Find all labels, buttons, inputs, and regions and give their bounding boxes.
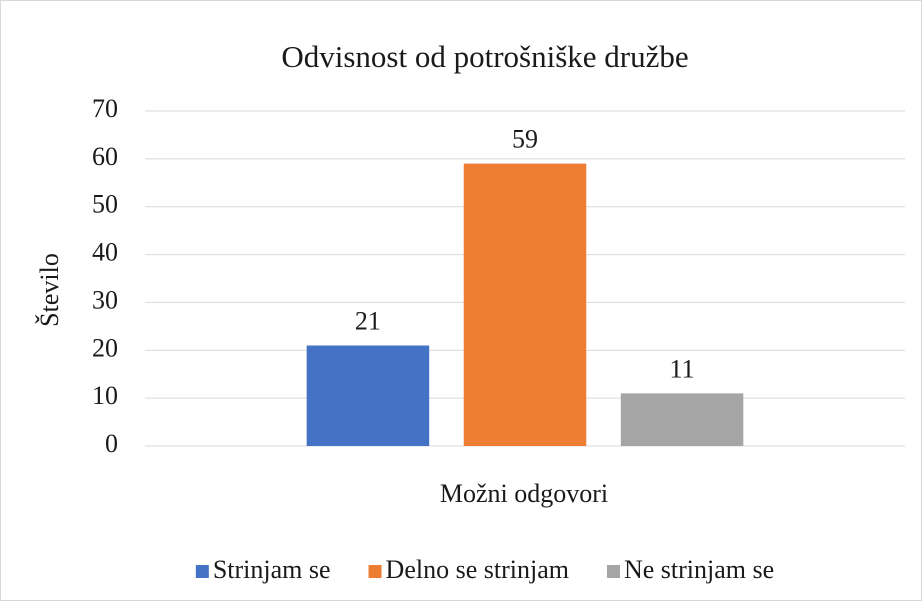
legend-label: Delno se strinjam xyxy=(386,555,569,584)
y-axis-label: Število xyxy=(35,253,64,327)
y-tick-label: 10 xyxy=(92,381,118,410)
y-tick-label: 70 xyxy=(92,94,118,123)
y-tick-label: 50 xyxy=(92,190,118,219)
bar xyxy=(463,163,587,446)
bar xyxy=(306,345,430,446)
bar xyxy=(620,393,744,446)
y-tick-label: 60 xyxy=(92,142,118,171)
chart-title: Odvisnost od potrošniške družbe xyxy=(281,39,688,74)
y-tick-label: 0 xyxy=(105,429,118,458)
data-label: 21 xyxy=(355,306,381,335)
data-label: 11 xyxy=(670,354,695,383)
legend-swatch xyxy=(606,565,620,578)
x-axis-label: Možni odgovori xyxy=(440,479,608,508)
y-tick-label: 40 xyxy=(92,238,118,267)
legend-swatch xyxy=(195,565,209,578)
legend-swatch xyxy=(368,565,382,578)
y-tick-label: 20 xyxy=(92,333,118,362)
legend-label: Strinjam se xyxy=(213,555,331,584)
data-label: 59 xyxy=(512,125,538,154)
legend-label: Ne strinjam se xyxy=(624,555,774,584)
y-tick-label: 30 xyxy=(92,285,118,314)
